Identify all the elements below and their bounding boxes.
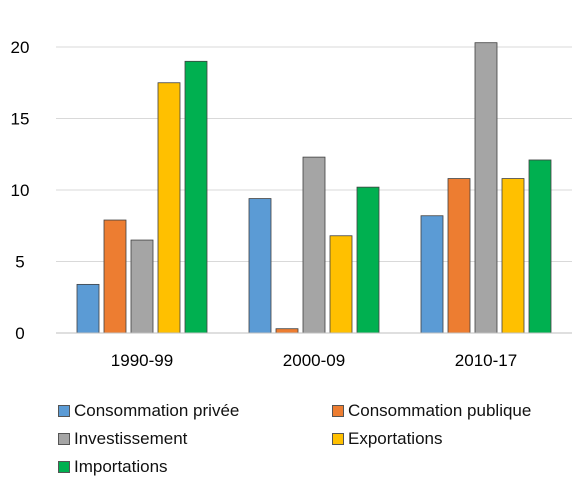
legend-label: Importations — [74, 457, 168, 476]
legend-swatch — [58, 405, 70, 417]
legend-swatch — [332, 405, 344, 417]
legend-item: Exportations — [332, 429, 443, 449]
x-tick-label: 1990-99 — [111, 351, 173, 370]
bar — [103, 219, 127, 334]
y-tick-label: 15 — [11, 110, 30, 129]
legend-label: Investissement — [74, 429, 188, 448]
legend-label: Consommation privée — [74, 401, 240, 420]
bar — [275, 328, 299, 334]
bar — [184, 60, 208, 334]
bar — [157, 82, 181, 334]
legend-swatch — [58, 433, 70, 445]
legend-label: Consommation publique — [348, 401, 532, 420]
bar — [76, 283, 100, 334]
bar — [302, 156, 326, 334]
bar — [248, 198, 272, 334]
y-tick-label: 20 — [11, 38, 30, 57]
legend-item: Consommation publique — [332, 401, 531, 421]
legend-item: Investissement — [58, 429, 187, 449]
bar — [474, 42, 498, 334]
bars — [76, 42, 552, 334]
y-tick-label: 0 — [15, 324, 24, 343]
x-tick-label: 2000-09 — [283, 351, 345, 370]
legend-item: Importations — [58, 457, 168, 477]
bar — [528, 159, 552, 334]
bar — [356, 186, 380, 334]
bar — [329, 235, 353, 334]
legend-item: Consommation privée — [58, 401, 239, 421]
bar — [501, 178, 525, 334]
bar — [130, 239, 154, 334]
axes: 0 5 10 15 20 1990-99 2000-09 2010-17 — [11, 38, 572, 370]
legend-label: Exportations — [348, 429, 443, 448]
bar — [447, 178, 471, 334]
legend-swatch — [58, 461, 70, 473]
bar — [420, 215, 444, 334]
legend-swatch — [332, 433, 344, 445]
y-tick-label: 5 — [15, 253, 24, 272]
y-tick-label: 10 — [11, 181, 30, 200]
x-tick-label: 2010-17 — [455, 351, 517, 370]
